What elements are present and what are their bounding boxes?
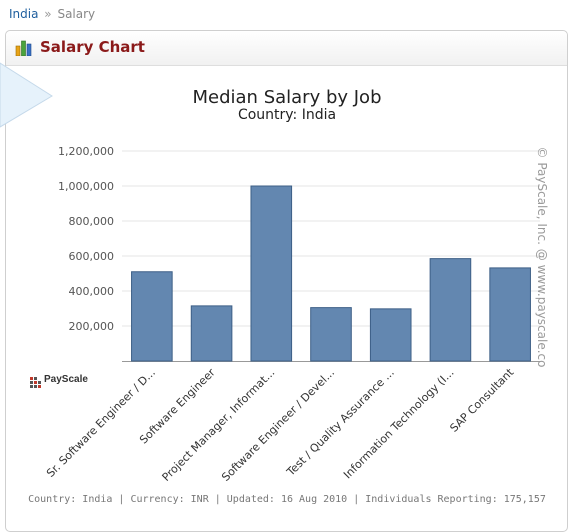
watermark-text: © PayScale, Inc. @ www.payscale.co [535, 146, 549, 368]
y-tick-label: 1,200,000 [58, 145, 114, 158]
callout-pointer [0, 62, 53, 128]
x-tick-label: Software Engineer / Devel... [219, 366, 337, 484]
chart-subtitle: Country: India [237, 107, 337, 123]
bar [429, 258, 472, 362]
x-tick-label: Test / Quality Assurance ... [284, 366, 397, 479]
chart-footer: Country: India | Currency: INR | Updated… [28, 494, 546, 505]
bar [250, 185, 293, 362]
bar [131, 271, 173, 362]
payscale-logo: PayScale [30, 374, 88, 393]
x-tick-label: Project Manager, Informat... [159, 366, 277, 484]
x-tick-label: Information Technology (I... [341, 366, 456, 481]
y-tick-label: 200,000 [69, 320, 115, 333]
breadcrumb-link-india[interactable]: India [9, 7, 39, 21]
y-tick-label: 600,000 [69, 250, 115, 263]
y-tick-label: 800,000 [69, 215, 115, 228]
x-tick-label: SAP Consultant [447, 365, 516, 434]
breadcrumb: India » Salary [9, 7, 95, 21]
bar-chart-icon [15, 40, 32, 56]
breadcrumb-current: Salary [57, 7, 96, 21]
bar [369, 308, 412, 362]
bar [310, 307, 352, 362]
breadcrumb-separator: » [44, 7, 52, 21]
bar-chart: 200,000 400,000 600,000 800,000 1,000,000 1,2… [44, 145, 540, 484]
y-tick-label: 1,000,000 [58, 180, 114, 193]
panel-title: Salary Chart [40, 38, 145, 56]
bar [489, 267, 531, 362]
y-tick-label: 400,000 [69, 285, 115, 298]
watermark: © PayScale, Inc. @ www.payscale.co [534, 147, 550, 368]
bar [190, 305, 233, 362]
chart-title: Median Salary by Job [192, 87, 382, 108]
payscale-logo-icon [30, 377, 41, 388]
panel-header: Salary Chart [6, 31, 567, 66]
payscale-logo-text: PayScale [44, 374, 88, 385]
